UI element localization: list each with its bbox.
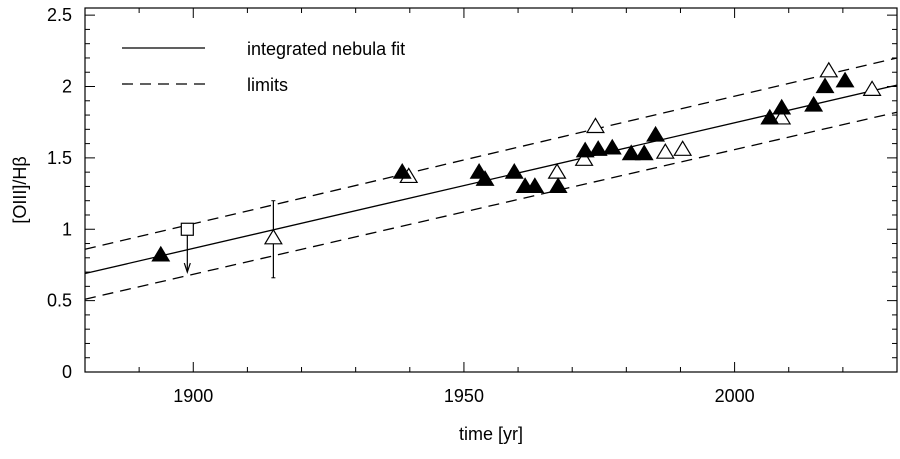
open-triangle-point xyxy=(772,108,792,125)
open-triangle-point xyxy=(655,143,675,159)
filled-triangle-point xyxy=(588,140,608,156)
filled-triangle-point xyxy=(646,125,666,142)
limit-line xyxy=(84,57,898,250)
filled-triangle-point xyxy=(760,108,780,125)
open-triangle-point xyxy=(673,140,693,156)
fit-line xyxy=(84,84,898,275)
filled-triangle-point xyxy=(602,138,622,155)
filled-triangle-point xyxy=(575,141,595,158)
plot-frame xyxy=(84,7,898,373)
legend: integrated nebula fit limits xyxy=(122,39,405,95)
filled-triangle-point xyxy=(504,162,524,179)
legend-label-fit: integrated nebula fit xyxy=(247,39,405,59)
filled-triangle-point xyxy=(151,245,171,262)
filled-triangle-point xyxy=(835,71,855,88)
limit-line xyxy=(84,111,898,300)
open-triangle-point xyxy=(819,61,839,78)
arrow-head xyxy=(183,262,191,274)
filled-triangle-point xyxy=(804,95,824,112)
legend-label-limits: limits xyxy=(247,75,288,95)
filled-triangle-point xyxy=(475,170,495,186)
y-tick-label: 1.5 xyxy=(47,148,72,168)
x-axis-label: time [yr] xyxy=(459,424,523,444)
y-tick-label: 0 xyxy=(62,362,72,382)
x-tick-label: 1950 xyxy=(444,386,484,406)
open-triangle-point xyxy=(586,117,605,134)
filled-triangle-point xyxy=(772,98,792,115)
filled-triangle-point xyxy=(634,144,654,161)
filled-triangle-point xyxy=(621,144,641,161)
filled-triangle-point xyxy=(525,177,545,194)
filled-triangle-point xyxy=(815,77,835,94)
filled-triangle-point xyxy=(548,177,568,194)
open-triangle-point xyxy=(263,228,283,245)
y-axis-label: [OIII]/Hβ xyxy=(10,156,30,223)
y-tick-label: 1 xyxy=(62,219,72,239)
open-triangle-point xyxy=(547,162,567,179)
open-square-point xyxy=(180,222,194,236)
x-tick-label: 1900 xyxy=(173,386,213,406)
x-tick-label: 2000 xyxy=(715,386,755,406)
open-triangle-point xyxy=(862,80,882,96)
y-tick-label: 0.5 xyxy=(47,291,72,311)
y-tick-label: 2.5 xyxy=(47,5,72,25)
filled-triangle-point xyxy=(392,162,412,179)
y-tick-label: 2 xyxy=(62,77,72,97)
open-triangle-point xyxy=(574,150,594,166)
